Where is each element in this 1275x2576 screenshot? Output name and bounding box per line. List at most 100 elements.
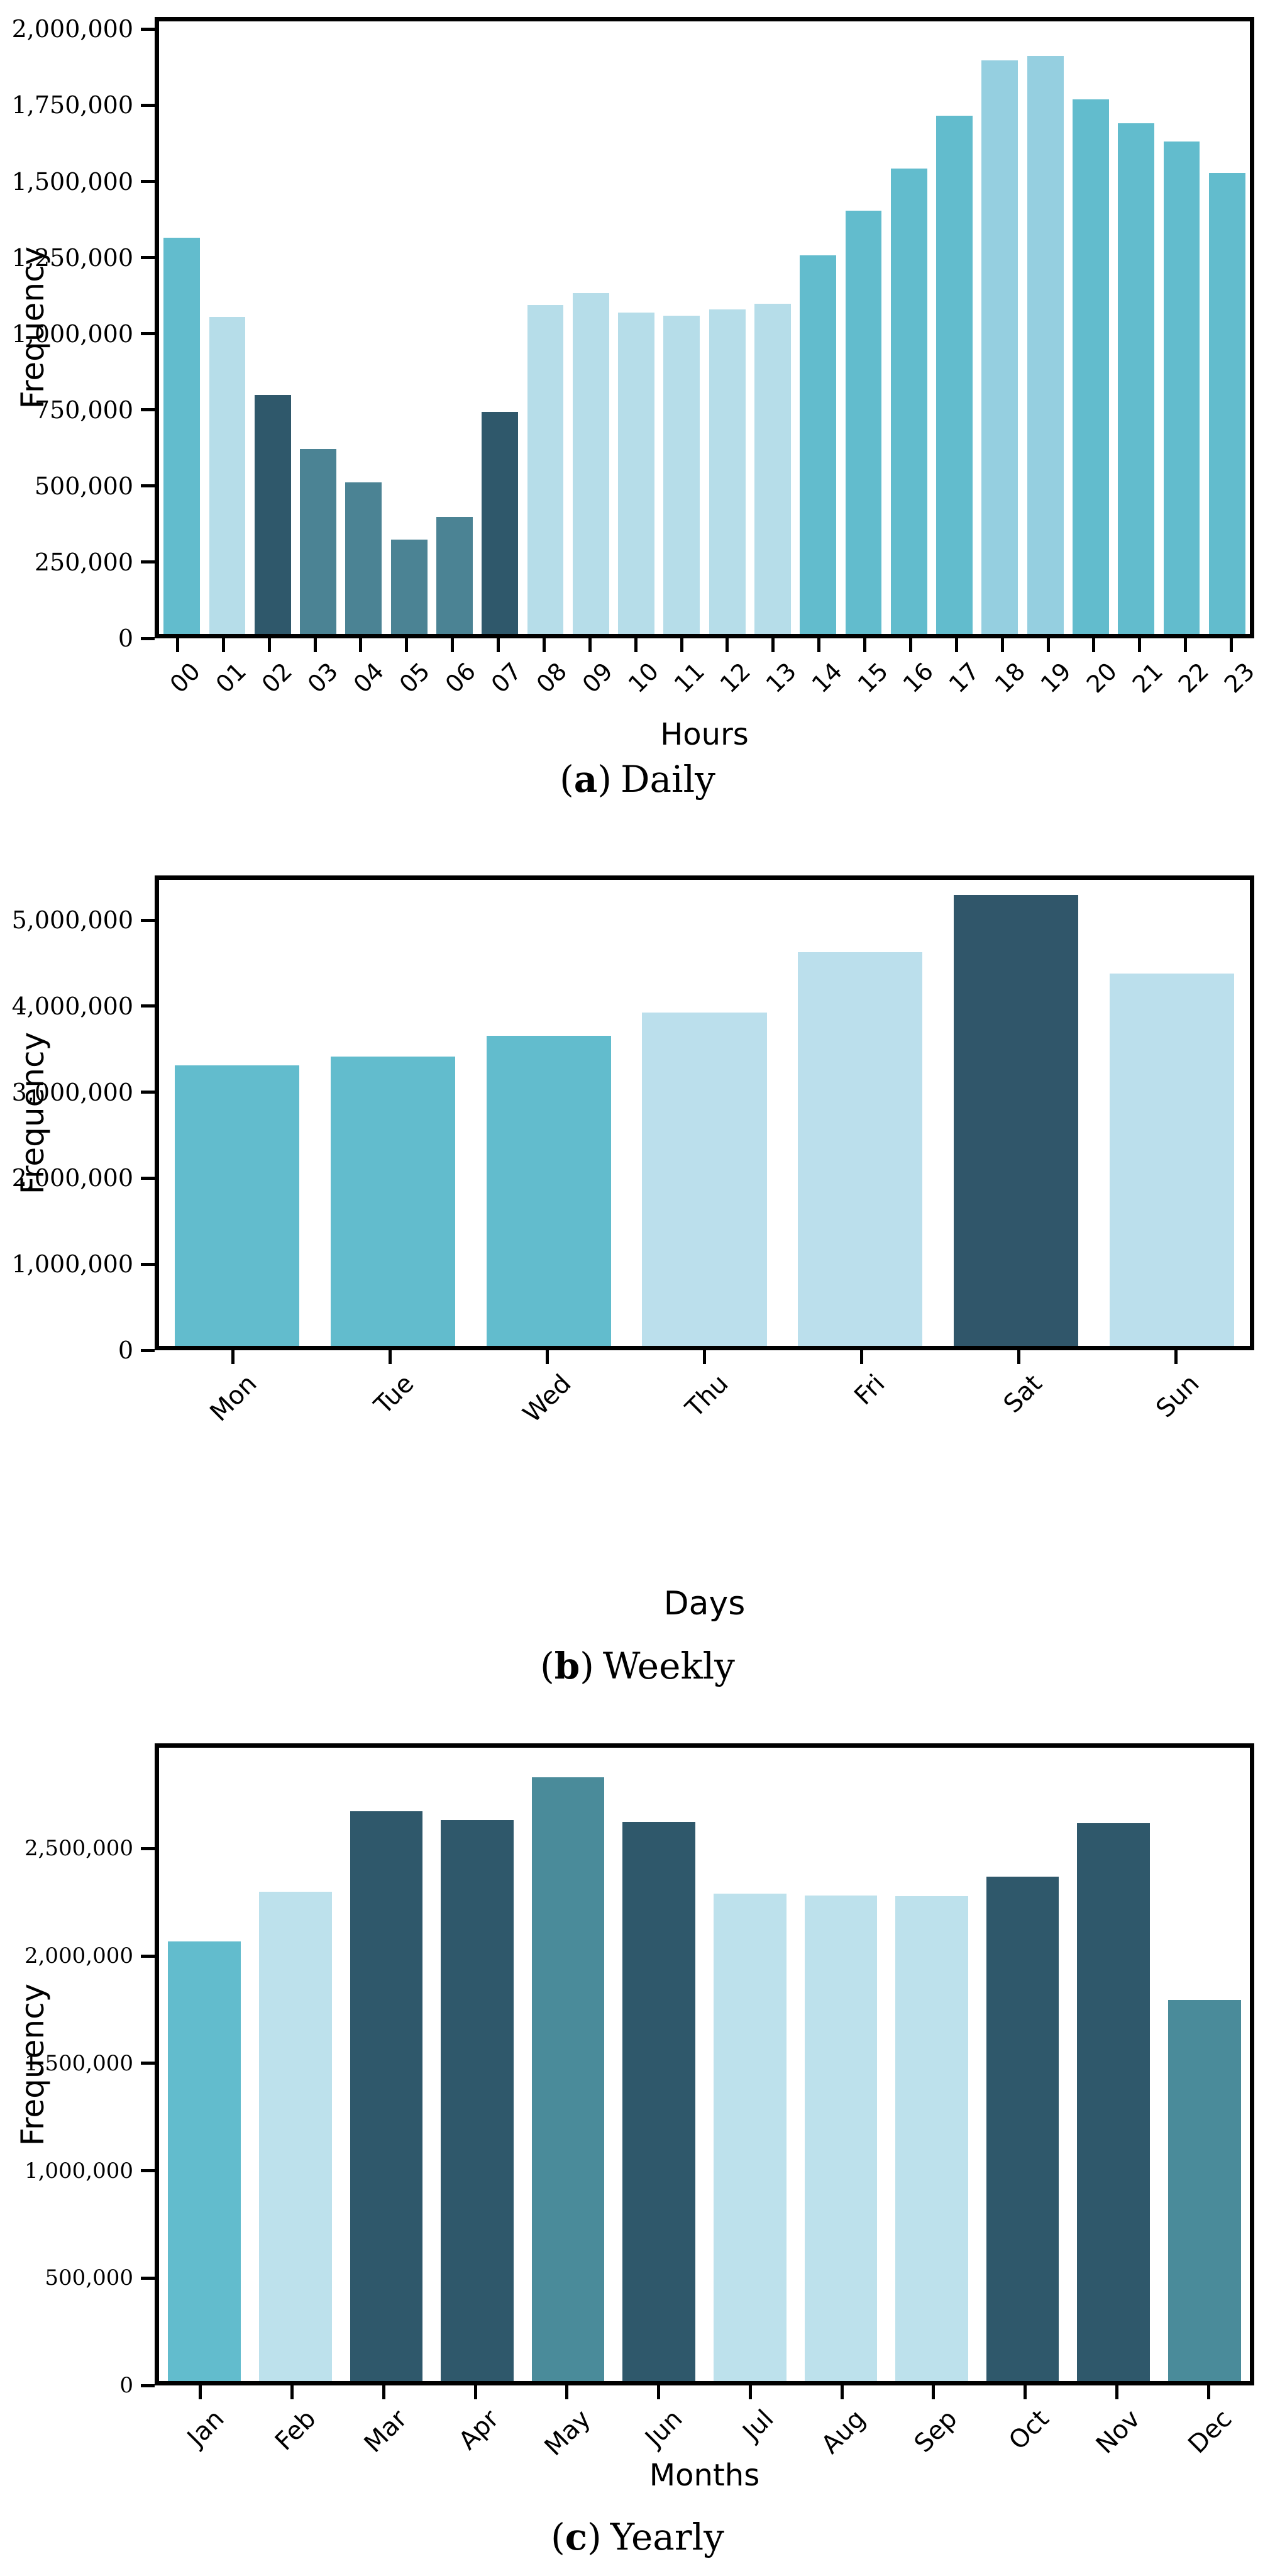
x-tick-mark [359, 638, 363, 652]
bar-Wed [486, 1036, 611, 1346]
caption-text: Yearly [610, 2516, 724, 2558]
x-tick-mark [932, 2385, 936, 2399]
y-tick-mark [141, 1954, 155, 1958]
x-tick-mark [473, 2385, 477, 2399]
x-tick-label-02: 02 [256, 657, 298, 699]
x-tick-label-Jun: Jun [639, 2404, 688, 2453]
bar-11 [663, 315, 700, 634]
bar-19 [1027, 55, 1064, 634]
x-tick-mark [221, 638, 225, 652]
bar-Fri [798, 952, 923, 1346]
bar-22 [1163, 141, 1200, 634]
x-tick-mark [703, 1350, 706, 1364]
caption-paren-close: ) [587, 2516, 602, 2558]
y-tick-label: 1,000,000 [11, 319, 133, 348]
caption-text: Weekly [602, 1645, 735, 1687]
x-tick-label-19: 19 [1035, 657, 1077, 699]
y-tick-label: 1,750,000 [11, 91, 133, 119]
y-tick-label: 500,000 [45, 2265, 133, 2291]
y-tick-label: 5,000,000 [11, 906, 133, 935]
bar-13 [754, 303, 791, 634]
x-tick-mark [1138, 638, 1142, 652]
x-tick-mark [267, 638, 271, 652]
y-tick-label: 1,000,000 [24, 2158, 133, 2184]
y-tick-label: 2,000,000 [24, 1943, 133, 1969]
caption-yearly: (c) Yearly [0, 2516, 1275, 2558]
y-tick-label: 1,250,000 [11, 243, 133, 272]
caption-weekly: (b) Weekly [0, 1645, 1275, 1687]
bar-Sat [954, 895, 1079, 1346]
y-tick-mark [141, 408, 155, 412]
x-tick-mark [451, 638, 455, 652]
y-tick-mark [141, 256, 155, 260]
y-tick-mark [141, 2276, 155, 2280]
y-tick-mark [141, 1091, 155, 1094]
bar-Sep [895, 1896, 968, 2381]
x-tick-label-20: 20 [1081, 657, 1123, 699]
x-tick-mark [1184, 638, 1188, 652]
x-tick-mark [313, 638, 317, 652]
y-tick-label: 2,500,000 [24, 1836, 133, 1862]
x-tick-mark [497, 638, 500, 652]
x-tick-mark [634, 638, 638, 652]
y-tick-mark [141, 484, 155, 488]
x-tick-label-Fri: Fri [849, 1369, 891, 1411]
x-tick-label-21: 21 [1127, 657, 1168, 699]
bar-Dec [1167, 1999, 1241, 2381]
caption-paren-open: ( [540, 1645, 555, 1687]
bar-20 [1073, 99, 1109, 634]
y-tick-mark [141, 2384, 155, 2387]
x-tick-mark [542, 638, 546, 652]
y-tick-label: 0 [118, 1336, 133, 1364]
y-tick-mark [141, 1846, 155, 1850]
x-tick-label-08: 08 [531, 657, 573, 699]
bar-Mon [174, 1065, 300, 1346]
bar-00 [163, 237, 201, 634]
y-axis-label-daily: Frequency [14, 246, 51, 409]
bar-03 [300, 449, 336, 634]
x-tick-mark [290, 2385, 294, 2399]
x-tick-label-11: 11 [668, 657, 710, 699]
caption-index-letter: a [573, 758, 598, 801]
x-tick-label-22: 22 [1173, 657, 1214, 699]
x-tick-label-10: 10 [622, 657, 665, 699]
bar-17 [936, 116, 973, 634]
x-tick-mark [1046, 638, 1050, 652]
bar-06 [436, 516, 473, 634]
x-axis-label-yearly: Months [649, 2458, 760, 2493]
x-tick-mark [546, 1350, 549, 1364]
x-tick-mark [588, 638, 592, 652]
y-tick-mark [141, 1348, 155, 1352]
bar-08 [527, 305, 564, 634]
x-tick-mark [1206, 2385, 1210, 2399]
caption-paren-close: ) [597, 758, 612, 801]
x-tick-label-Sun: Sun [1151, 1369, 1205, 1424]
bar-Mar [350, 1811, 423, 2381]
bar-21 [1118, 123, 1155, 634]
x-tick-label-Mar: Mar [359, 2404, 413, 2458]
x-tick-mark [657, 2385, 661, 2399]
x-tick-label-Sat: Sat [998, 1369, 1048, 1419]
plot-area-weekly [155, 875, 1254, 1350]
x-tick-label-Mon: Mon [204, 1369, 263, 1428]
x-tick-label-04: 04 [348, 657, 390, 699]
bar-15 [845, 210, 882, 634]
y-tick-label: 750,000 [34, 396, 133, 424]
x-tick-label-Jul: Jul [737, 2404, 780, 2446]
y-tick-mark [141, 1176, 155, 1180]
bar-04 [345, 482, 382, 634]
y-tick-mark [141, 2062, 155, 2065]
x-tick-label-Nov: Nov [1091, 2404, 1146, 2460]
y-tick-label: 1,000,000 [11, 1250, 133, 1279]
y-tick-mark [141, 2169, 155, 2173]
x-tick-label-09: 09 [577, 657, 619, 699]
x-tick-label-Apr: Apr [453, 2404, 505, 2456]
x-tick-label-01: 01 [211, 657, 252, 699]
x-tick-label-Tue: Tue [368, 1369, 420, 1420]
x-tick-label-Jan: Jan [182, 2404, 230, 2453]
x-tick-mark [565, 2385, 569, 2399]
y-tick-label: 1,500,000 [24, 2050, 133, 2076]
bar-10 [618, 313, 654, 634]
bar-Jan [168, 1941, 241, 2381]
